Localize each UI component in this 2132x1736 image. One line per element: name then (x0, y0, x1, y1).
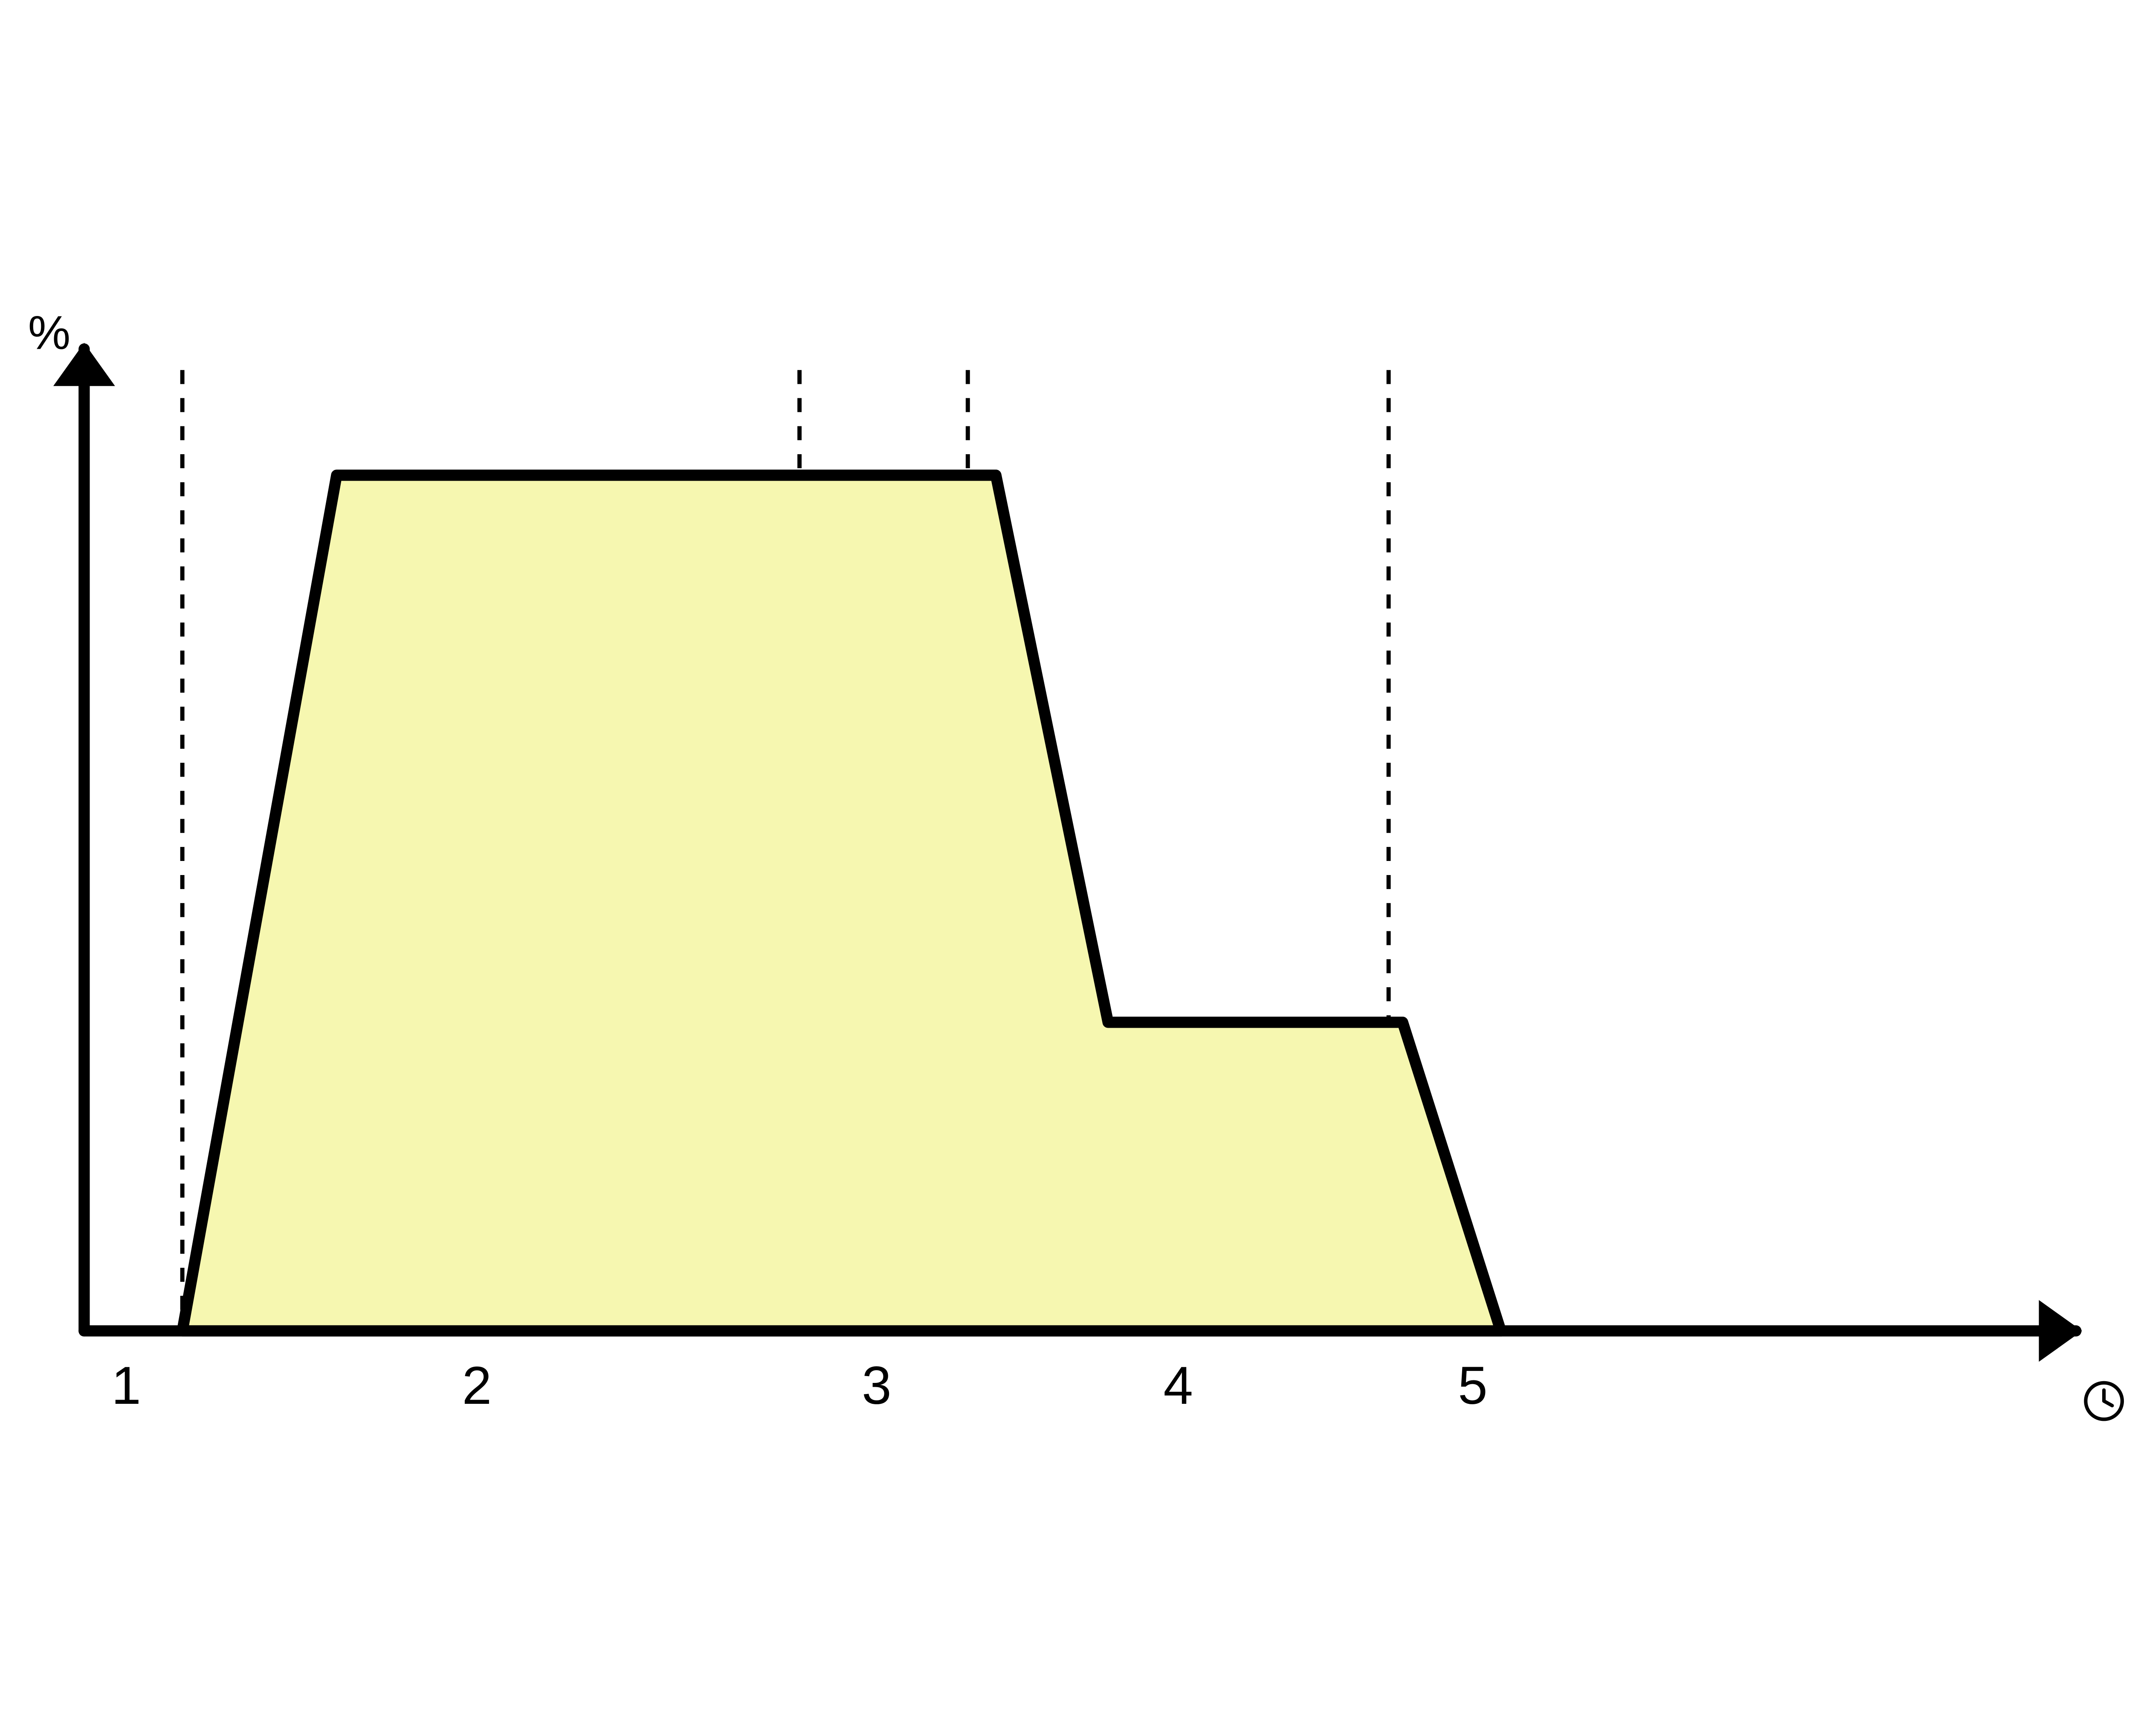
x-segment-label-1: 1 (111, 1356, 141, 1415)
phase-area-chart: % 1 2 3 4 5 (0, 0, 2132, 1736)
y-axis-label: % (28, 306, 70, 359)
x-segment-label-5: 5 (1458, 1356, 1488, 1415)
x-segment-label-4: 4 (1163, 1356, 1193, 1415)
x-segment-label-3: 3 (862, 1356, 892, 1415)
x-segment-label-2: 2 (462, 1356, 492, 1415)
